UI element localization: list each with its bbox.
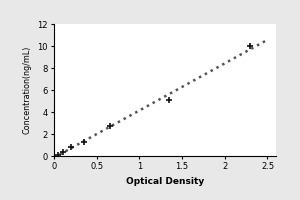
Y-axis label: Concentration(ng/mL): Concentration(ng/mL) bbox=[23, 46, 32, 134]
X-axis label: Optical Density: Optical Density bbox=[126, 177, 204, 186]
